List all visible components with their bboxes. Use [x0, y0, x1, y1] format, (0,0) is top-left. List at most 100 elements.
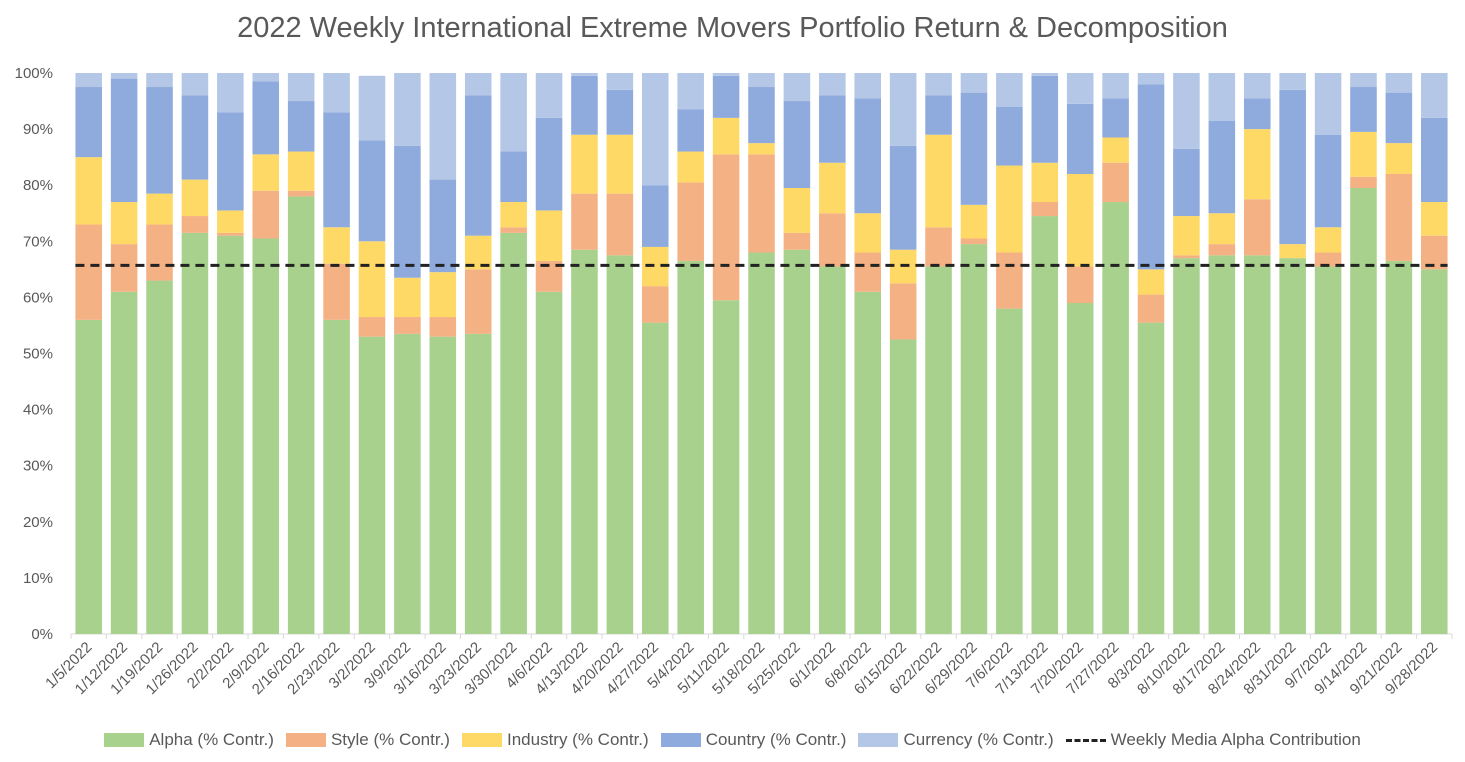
y-tick-label: 0% — [31, 626, 53, 643]
bar-segment-alpha — [535, 291, 563, 634]
bar-segment-style — [854, 252, 882, 292]
bar-segment-style — [889, 283, 917, 340]
bar-segment-industry — [854, 213, 882, 253]
bar-segment-style — [287, 190, 315, 197]
bar-segment-currency — [1350, 73, 1377, 88]
bar-segment-currency — [323, 73, 350, 113]
bar-segment-country — [1102, 98, 1129, 138]
bar-segment-style — [500, 227, 527, 233]
legend-label-country: Country (% Contr.) — [705, 730, 847, 749]
bar-segment-style — [783, 232, 811, 250]
bar-segment-style — [358, 317, 386, 337]
bar-segment-style — [1350, 176, 1377, 189]
chart-title: 2022 Weekly International Extreme Movers… — [237, 12, 1228, 44]
bar-segment-country — [606, 89, 634, 135]
bar-segment-currency — [181, 73, 209, 96]
bar-segment-industry — [1314, 227, 1342, 253]
y-tick-label: 80% — [23, 177, 53, 194]
bar-segment-alpha — [677, 260, 704, 634]
bar-segment-alpha — [394, 333, 421, 634]
bar-segment-industry — [500, 202, 527, 228]
y-tick-label: 30% — [23, 458, 53, 475]
bar-segment-alpha — [1066, 303, 1094, 634]
bar-segment-style — [1385, 173, 1413, 261]
bar-segment-alpha — [819, 266, 846, 634]
bar-segment-currency — [394, 73, 421, 146]
legend-label-alpha: Alpha (% Contr.) — [149, 730, 274, 749]
bar-segment-style — [1243, 199, 1271, 256]
bar-segment-style — [1314, 252, 1342, 267]
y-tick-label: 60% — [23, 289, 53, 306]
bar-segment-industry — [146, 193, 173, 225]
legend-label-currency: Currency (% Contr.) — [903, 730, 1054, 749]
bar-segment-style — [1137, 294, 1165, 323]
bar-segment-country — [464, 95, 492, 236]
bar-segment-style — [181, 216, 209, 233]
bar-segment-currency — [960, 73, 988, 93]
bar-segment-currency — [217, 73, 244, 113]
bar-segment-country — [925, 95, 952, 135]
y-tick-label: 10% — [23, 570, 53, 587]
bar-segment-industry — [783, 188, 811, 233]
bar-segment-alpha — [1421, 269, 1448, 634]
bar-segment-country — [1137, 84, 1165, 270]
bar-segment-style — [146, 224, 173, 281]
bar-segment-country — [712, 75, 740, 118]
bar-segment-currency — [500, 73, 527, 152]
bar-segment-style — [996, 252, 1023, 309]
legend-label-industry: Industry (% Contr.) — [506, 730, 649, 749]
bar-segment-country — [889, 145, 917, 250]
bar-segment-industry — [677, 151, 704, 183]
bar-segment-currency — [1066, 73, 1094, 104]
bar-segment-industry — [996, 165, 1023, 253]
bar-segment-country — [394, 145, 421, 278]
bar-segment-country — [1031, 75, 1059, 163]
bar-segment-style — [748, 154, 775, 253]
bar-segment-country — [1066, 103, 1094, 174]
bar-segment-country — [1350, 87, 1377, 132]
bar-segment-country — [110, 78, 138, 203]
bar-segment-alpha — [110, 291, 138, 634]
y-tick-label: 100% — [15, 65, 53, 82]
bar-segment-industry — [1031, 162, 1059, 203]
bar-segment-industry — [252, 154, 280, 191]
bar-segment-currency — [1314, 73, 1342, 135]
bar-segment-industry — [571, 134, 598, 194]
bar-segment-style — [1421, 235, 1448, 270]
bar-segment-currency — [146, 73, 173, 88]
bar-segment-style — [641, 286, 669, 323]
bar-segment-country — [75, 87, 102, 158]
legend-item-country: Country (% Contr.) — [660, 730, 847, 750]
bar-segment-style — [571, 193, 598, 250]
bar-segment-alpha — [889, 339, 917, 634]
legend-item-reference-line: Weekly Media Alpha Contribution — [1065, 730, 1361, 750]
bar-segment-industry — [1137, 269, 1165, 295]
bar-segment-industry — [606, 134, 634, 194]
bar-segment-style — [712, 154, 740, 301]
bar-segment-alpha — [464, 333, 492, 634]
bar-segment-industry — [429, 272, 457, 318]
bar-segment-style — [925, 227, 952, 267]
bar-segment-currency — [464, 73, 492, 96]
bar-segment-country — [535, 117, 563, 211]
bar-segment-alpha — [1279, 258, 1306, 634]
bar-segment-style — [252, 190, 280, 239]
bar-segment-country — [1279, 89, 1306, 245]
bar-segment-currency — [783, 73, 811, 102]
bar-segment-country — [217, 112, 244, 211]
bar-segment-style — [75, 224, 102, 320]
bar-segment-country — [500, 151, 527, 203]
bar-segment-currency — [1279, 73, 1306, 90]
bar-segment-alpha — [217, 235, 244, 634]
bar-segment-currency — [110, 73, 138, 79]
bar-segment-currency — [712, 73, 740, 76]
bar-segment-alpha — [996, 308, 1023, 634]
bar-segment-currency — [996, 73, 1023, 107]
bar-segment-industry — [1102, 137, 1129, 163]
bar-segment-currency — [287, 73, 315, 102]
bar-segment-currency — [641, 73, 669, 186]
bar-segment-alpha — [783, 249, 811, 634]
legend-label-reference-line: Weekly Media Alpha Contribution — [1110, 730, 1361, 749]
y-tick-label: 50% — [23, 346, 53, 363]
bar-segment-style — [429, 317, 457, 337]
